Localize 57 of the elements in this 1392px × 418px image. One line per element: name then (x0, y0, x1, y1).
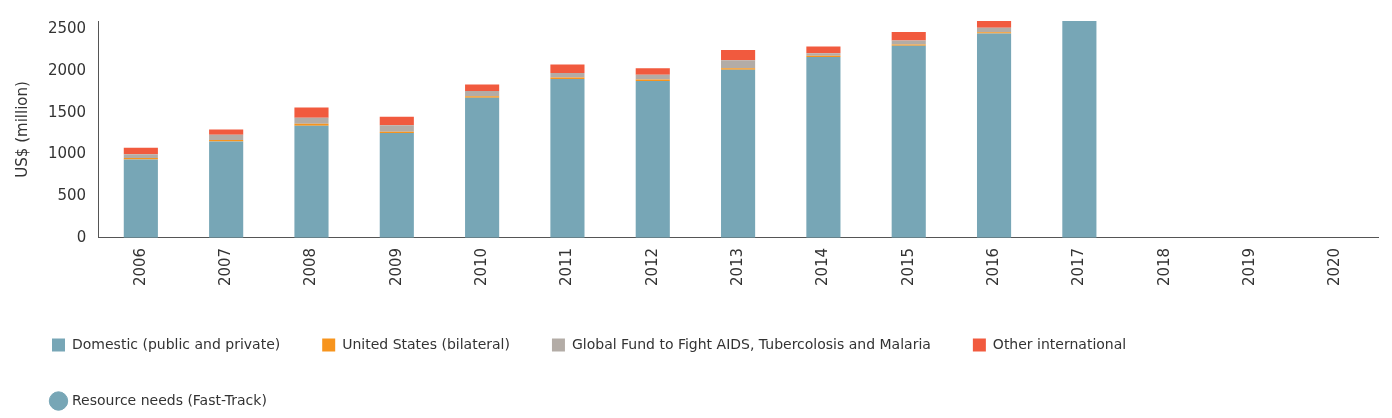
y-tick-label: 1500 (47, 102, 87, 121)
y-tick-label: 2000 (47, 60, 87, 79)
bar (721, 50, 756, 61)
y-tick-label: 500 (57, 186, 87, 205)
bar (379, 133, 414, 238)
bar (465, 91, 500, 97)
x-tick-label: 2012 (642, 247, 661, 287)
x-tick-label: 2007 (216, 247, 235, 287)
bar (379, 116, 414, 126)
y-tick-label: 0 (76, 227, 87, 246)
bar (635, 81, 670, 238)
bar (465, 84, 500, 92)
bar (465, 97, 500, 238)
legend-label: United States (bilateral) (342, 335, 510, 352)
x-tick-label: 2017 (1069, 247, 1088, 287)
legend-label: Resource needs (Fast-Track) (72, 391, 267, 408)
x-tick-label: 2015 (898, 247, 917, 287)
x-tick-label: 2013 (727, 247, 746, 287)
bar (550, 73, 585, 78)
bar (891, 45, 926, 238)
x-tick-label: 2009 (386, 247, 405, 287)
y-tick-label: 2500 (47, 19, 87, 38)
bar (550, 64, 585, 74)
y-axis-title: US$ (million) (12, 81, 31, 178)
bar (976, 33, 1012, 238)
bar (806, 46, 841, 54)
bar (891, 40, 926, 45)
bar (209, 141, 244, 238)
bar (123, 159, 158, 238)
x-tick-label: 2016 (983, 247, 1002, 287)
bar (379, 125, 414, 132)
bar (721, 60, 756, 69)
bar (209, 129, 244, 135)
x-tick-label: 2011 (557, 247, 576, 287)
bar (806, 57, 841, 238)
x-tick-label: 2020 (1325, 247, 1344, 287)
bar (550, 79, 585, 238)
legend-label: Global Fund to Fight AIDS, Tubercolosis and Malaria (571, 335, 931, 352)
x-tick-label: 2008 (301, 247, 320, 287)
x-tick-label: 2014 (813, 247, 832, 287)
bar (123, 154, 158, 159)
bar (1062, 21, 1097, 238)
x-tick-label: 2019 (1239, 247, 1258, 287)
bar (209, 134, 244, 140)
bar (294, 117, 329, 124)
bar (891, 32, 926, 41)
y-tick-label: 1000 (47, 144, 87, 163)
legend-label: Domestic (public and private) (72, 335, 281, 352)
bar (976, 21, 1012, 28)
bar (294, 107, 329, 118)
bar (721, 69, 756, 238)
bar (635, 68, 670, 75)
legend-label: Other international (992, 335, 1127, 352)
x-tick-label: 2006 (130, 247, 149, 287)
x-tick-label: 2018 (1154, 247, 1173, 287)
bar (294, 125, 329, 238)
x-tick-label: 2010 (472, 247, 491, 287)
